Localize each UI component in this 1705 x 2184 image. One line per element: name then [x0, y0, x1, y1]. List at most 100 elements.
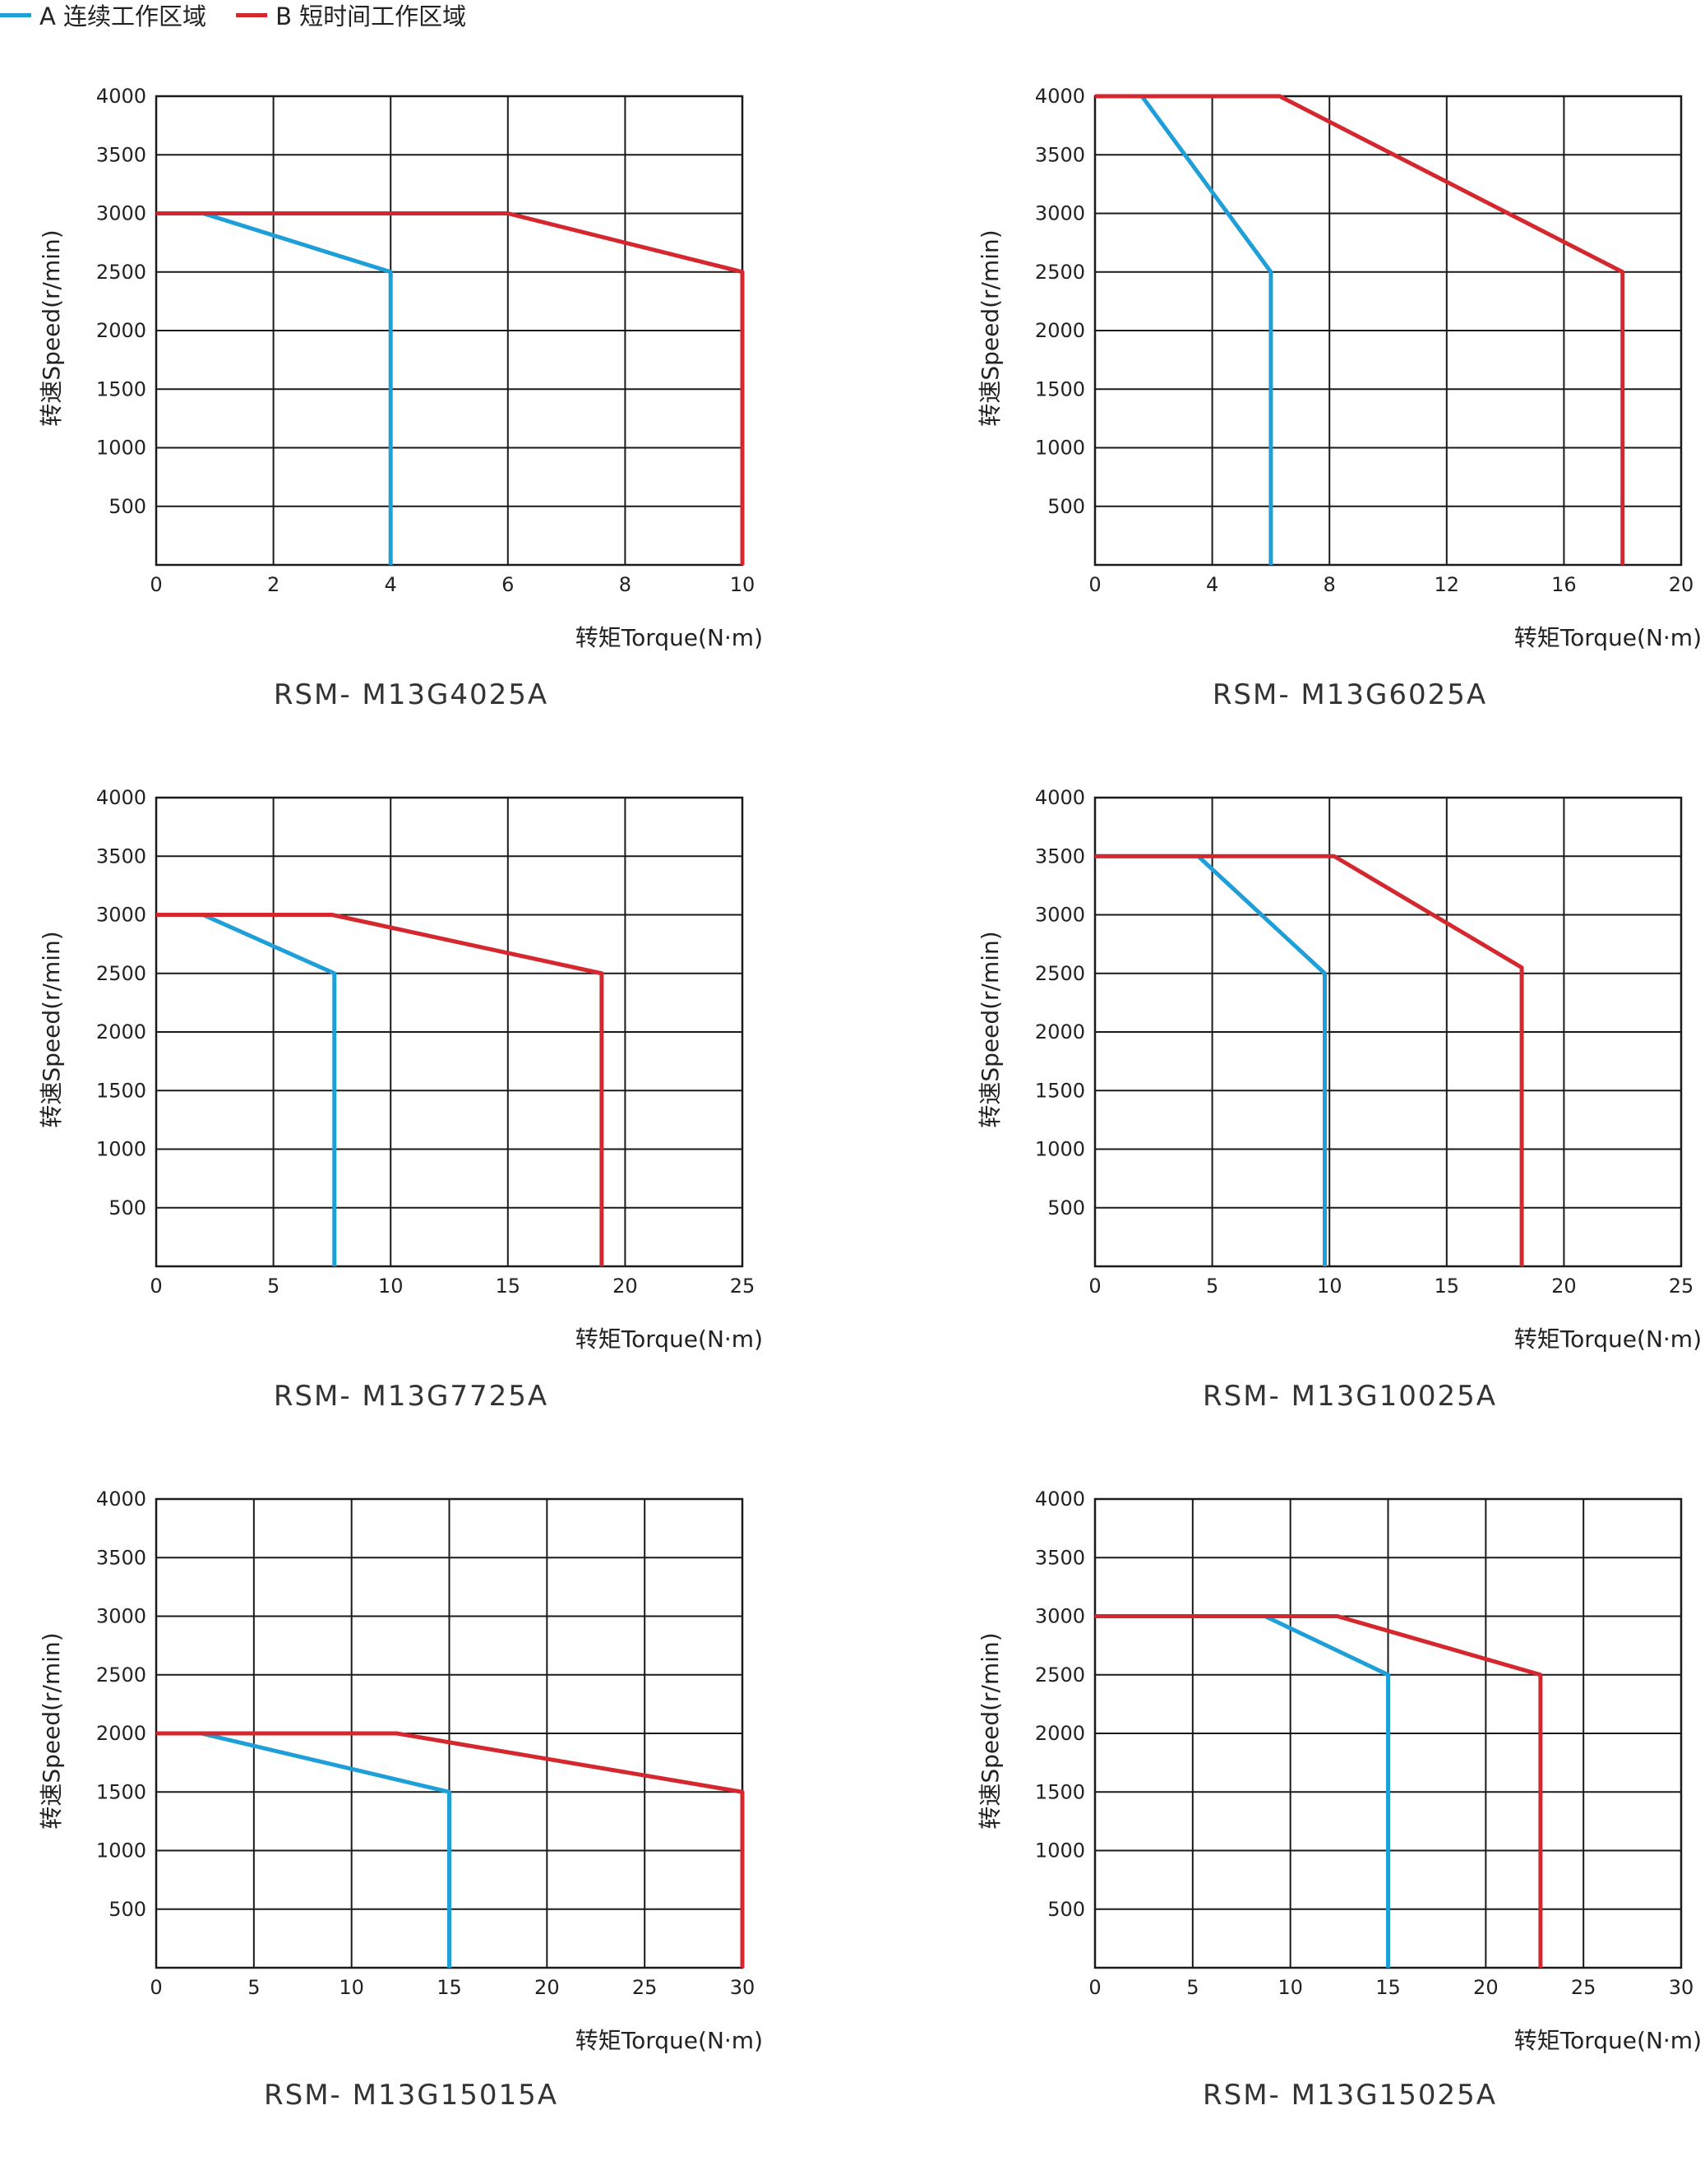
y-tick-label: 3500	[1035, 143, 1085, 166]
y-tick-label: 1000	[96, 1839, 146, 1862]
x-tick-label: 30	[1669, 1976, 1694, 1999]
x-tick-label: 25	[632, 1976, 658, 1999]
chart-title-3: RSM- M13G7725A	[273, 1380, 549, 1413]
plot-frame	[1093, 796, 1683, 1268]
x-tick-label: 0	[1088, 1275, 1101, 1298]
y-tick-label: 1500	[1035, 1079, 1085, 1102]
x-tick-label: 15	[1435, 1275, 1460, 1298]
y-tick-label: 1000	[96, 437, 146, 460]
y-tick-label: 500	[109, 495, 146, 518]
x-tick-label: 2	[267, 573, 280, 596]
y-tick-label: 2500	[1035, 962, 1085, 985]
x-axis-label: 转矩Torque(N·m)	[1514, 624, 1702, 651]
legend-item-b: B 短时间工作区域	[236, 0, 466, 32]
x-tick-label: 25	[730, 1275, 755, 1298]
y-tick-label: 2500	[96, 962, 146, 985]
y-tick-label: 3000	[1035, 904, 1085, 927]
x-tick-label: 20	[1669, 573, 1694, 596]
y-axis-label: 转速Speed(r/min)	[38, 1632, 65, 1829]
y-tick-label: 3000	[96, 1605, 146, 1628]
x-tick-label: 30	[730, 1976, 755, 1999]
y-tick-label: 4000	[96, 85, 146, 108]
chart-svg-3: 500 1000 1500 2000 2500 3000 3500 4000 0 5 10 15 20 2…	[38, 786, 763, 1353]
x-tick-label: 15	[496, 1275, 521, 1298]
y-tick-label: 1500	[96, 1780, 146, 1803]
y-tick-label: 2000	[1035, 319, 1085, 342]
x-axis-label: 转矩Torque(N·m)	[575, 1326, 763, 1353]
x-tick-label: 8	[1324, 573, 1336, 596]
plot-frame	[155, 796, 744, 1268]
x-tick-label: 10	[1317, 1275, 1342, 1298]
chart-svg-1: 500 1000 1500 2000 2500 3000 3500 4000 0 2 4 6 8 10 转速…	[38, 85, 763, 651]
chart-svg-6: 500 1000 1500 2000 2500 3000 3500 4000 0 5 10 15 20 2…	[977, 1488, 1702, 2054]
legend-swatch-a	[0, 12, 31, 17]
x-tick-label: 6	[501, 573, 514, 596]
x-tick-label: 5	[267, 1275, 280, 1298]
chart-title-2: RSM- M13G6025A	[1212, 678, 1488, 711]
y-tick-label: 4000	[96, 786, 146, 809]
y-tick-label: 2500	[1035, 1663, 1085, 1687]
y-axis-label: 转速Speed(r/min)	[977, 931, 1004, 1127]
series-line-b	[1095, 1614, 1543, 1968]
y-tick-label: 4000	[1035, 1488, 1085, 1511]
chart-panel-5: 500 1000 1500 2000 2500 3000 3500 4000 0 5 10 15 20 2…	[0, 1477, 822, 2184]
x-tick-label: 25	[1669, 1275, 1694, 1298]
x-tick-label: 10	[339, 1976, 364, 1999]
x-tick-label: 20	[1551, 1275, 1577, 1298]
chart-panel-2: 500 1000 1500 2000 2500 3000 3500 4000 0 4 8 12 16 20…	[939, 74, 1705, 781]
x-axis-label: 转矩Torque(N·m)	[575, 624, 763, 651]
chart-title-5: RSM- M13G15015A	[264, 2079, 558, 2112]
series-line-b	[156, 913, 604, 1266]
chart-title-4: RSM- M13G10025A	[1203, 1380, 1497, 1413]
x-tick-label: 16	[1551, 573, 1577, 596]
x-tick-label: 0	[1088, 573, 1101, 596]
y-tick-label: 1000	[1035, 1138, 1085, 1161]
y-axis-label: 转速Speed(r/min)	[977, 229, 1004, 426]
y-tick-label: 3000	[1035, 1605, 1085, 1628]
y-tick-label: 500	[109, 1898, 146, 1921]
x-axis-label: 转矩Torque(N·m)	[575, 2027, 763, 2054]
x-tick-label: 8	[619, 573, 631, 596]
y-tick-label: 500	[1047, 1196, 1085, 1219]
y-tick-label: 1500	[96, 1079, 146, 1102]
y-axis-label: 转速Speed(r/min)	[38, 229, 65, 426]
x-tick-label: 4	[385, 573, 397, 596]
plot-frame	[1093, 95, 1683, 567]
legend-item-a: A 连续工作区域	[0, 0, 206, 32]
legend-label-b: B 短时间工作区域	[275, 2, 467, 30]
chart-title-6: RSM- M13G15025A	[1203, 2079, 1497, 2112]
x-tick-label: 15	[437, 1976, 462, 1999]
x-tick-label: 4	[1206, 573, 1218, 596]
y-tick-label: 1000	[1035, 437, 1085, 460]
x-tick-label: 20	[534, 1976, 560, 1999]
y-tick-label: 2000	[96, 1722, 146, 1745]
x-tick-label: 0	[150, 1976, 162, 1999]
legend-swatch-b	[236, 12, 268, 17]
chart-panel-4: 500 1000 1500 2000 2500 3000 3500 4000 0 5 10 15 20 2…	[939, 775, 1705, 1483]
x-tick-label: 5	[247, 1976, 260, 1999]
y-tick-label: 1000	[1035, 1839, 1085, 1862]
y-tick-label: 3500	[96, 143, 146, 166]
x-tick-label: 0	[150, 1275, 162, 1298]
y-tick-label: 1000	[96, 1138, 146, 1161]
y-tick-label: 3500	[96, 1546, 146, 1569]
x-tick-label: 20	[612, 1275, 638, 1298]
y-tick-label: 2000	[1035, 1020, 1085, 1043]
y-tick-label: 3500	[96, 844, 146, 868]
chart-svg-4: 500 1000 1500 2000 2500 3000 3500 4000 0 5 10 15 20 2…	[977, 786, 1702, 1353]
x-axis-label: 转矩Torque(N·m)	[1514, 1326, 1702, 1353]
x-tick-label: 5	[1186, 1976, 1199, 1999]
y-tick-label: 2000	[96, 1020, 146, 1043]
y-tick-label: 2000	[1035, 1722, 1085, 1745]
x-tick-label: 20	[1473, 1976, 1499, 1999]
chart-panel-1: 500 1000 1500 2000 2500 3000 3500 4000 0 2 4 6 8 10 转速…	[0, 74, 822, 781]
y-axis-label: 转速Speed(r/min)	[38, 931, 65, 1127]
x-tick-label: 0	[150, 573, 162, 596]
x-tick-label: 12	[1435, 573, 1460, 596]
y-tick-label: 1500	[1035, 377, 1085, 400]
x-tick-label: 15	[1375, 1976, 1401, 1999]
y-tick-label: 500	[1047, 495, 1085, 518]
y-tick-label: 2500	[96, 1663, 146, 1687]
chart-svg-5: 500 1000 1500 2000 2500 3000 3500 4000 0 5 10 15 20 2…	[38, 1488, 763, 2054]
y-axis-label: 转速Speed(r/min)	[977, 1632, 1004, 1829]
